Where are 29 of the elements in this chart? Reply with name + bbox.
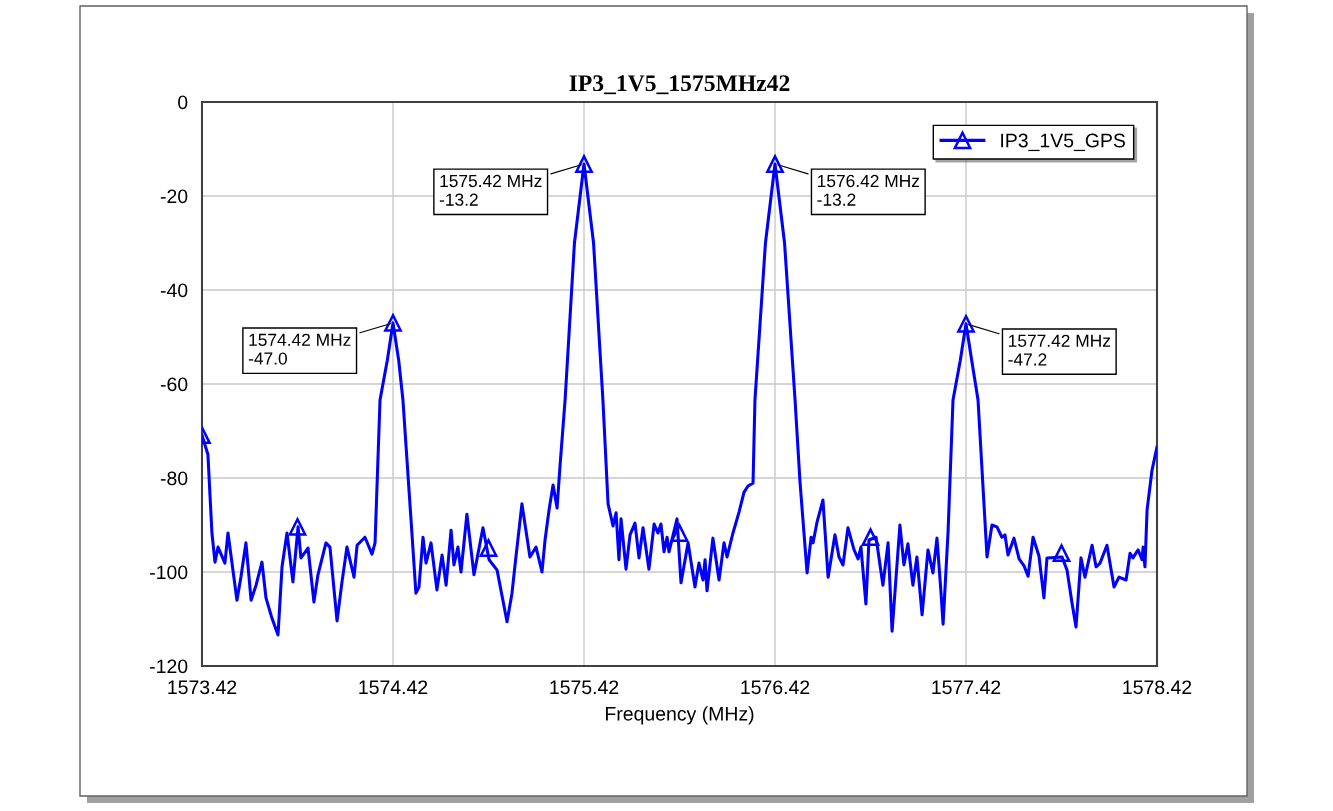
point [957,314,975,333]
point [766,155,784,173]
x-tick-label: 1577.42 [932,680,1001,695]
y-tick-label: -80 [160,471,188,486]
y-tick-label: -120 [150,659,188,674]
annotation: 1577.42 MHz -47.2 [1008,334,1111,366]
x-tick-label: 1573.42 [168,680,237,695]
y-tick-label: 0 [178,95,188,110]
point [384,314,402,332]
point [861,528,880,547]
y-tick-label: -20 [160,189,188,204]
point [288,517,307,536]
y-tick-label: -60 [160,377,188,392]
point [1052,544,1071,563]
point [670,524,689,542]
x-tick-label: 1574.42 [359,680,428,695]
point [479,539,498,557]
chart-title: IP3_1V5_1575MHz42 [569,75,790,95]
x-tick-label: 1578.42 [1123,680,1192,695]
y-tick-label: -100 [150,565,188,580]
annotation: 1574.42 MHz -47.0 [248,333,351,365]
x-tick-label: 1575.42 [550,680,619,695]
annotation: 1575.42 MHz -13.2 [439,174,542,206]
y-tick-label: -40 [160,283,188,298]
x-tick-label: 1576.42 [741,680,810,695]
point [575,155,593,173]
legend-label: IP3_1V5_GPS [1001,133,1125,152]
annotation: 1576.42 MHz -13.2 [817,174,920,206]
x-axis-title: Frequency (MHz) [606,706,754,725]
